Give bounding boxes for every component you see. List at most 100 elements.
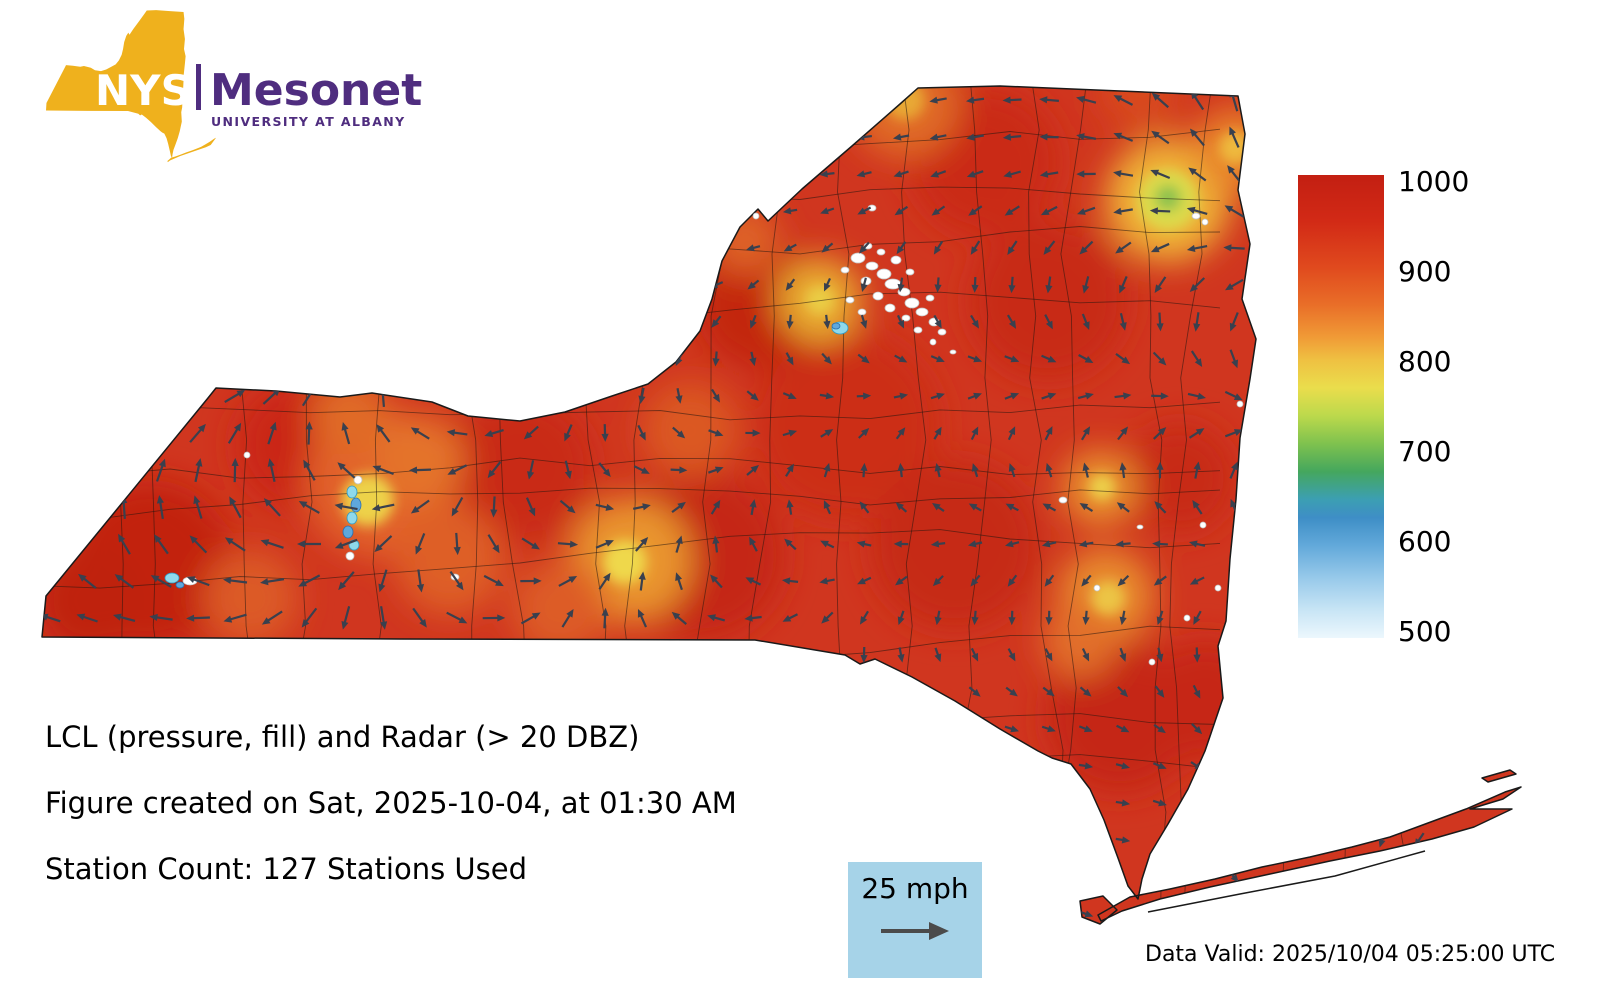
pressure-patch [642, 382, 738, 478]
wind-arrow [1077, 392, 1094, 400]
wind-arrow [1004, 355, 1020, 363]
wind-arrow [1115, 352, 1131, 365]
county-line [42, 529, 1221, 589]
wind-arrow [559, 499, 576, 514]
wind-arrow [186, 576, 210, 587]
wind-arrow [527, 460, 535, 480]
wind-arrow [1040, 205, 1058, 216]
wind-arrow [1004, 205, 1020, 216]
wind-arrow [894, 354, 908, 363]
wind-arrow [670, 466, 688, 474]
wind-arrow [1153, 723, 1166, 734]
wind-arrow [112, 613, 136, 623]
wind-arrow [1152, 799, 1167, 807]
wind-arrow [447, 464, 468, 475]
wind-arrow [410, 427, 430, 440]
wind-arrow [564, 424, 573, 442]
wind-arrow [305, 421, 313, 445]
wind-arrow [1151, 92, 1170, 109]
wind-arrow [446, 611, 468, 624]
wind-arrow [1115, 241, 1132, 254]
wind-arrow [1229, 461, 1238, 479]
wind-arrow [1229, 349, 1239, 369]
wind-arrow [966, 133, 984, 141]
wind-arrow [261, 610, 283, 625]
wind-arrow [707, 466, 724, 474]
wind-arrow [749, 351, 757, 367]
wind-arrow [1153, 427, 1167, 440]
wind-arrow [1007, 426, 1016, 441]
radar-blob [175, 581, 185, 589]
wind-arrow [744, 614, 762, 622]
wind-arrow [782, 429, 798, 437]
wind-arrow [1117, 426, 1129, 441]
pressure-patch [512, 560, 608, 656]
radar-blob [1148, 658, 1156, 666]
wind-arrow [186, 614, 210, 622]
wind-arrow [1152, 351, 1167, 366]
wind-arrow [1190, 350, 1203, 367]
wind-arrow [633, 465, 650, 474]
wind-arrow [970, 240, 981, 255]
colorbar-tick-1000: 1000 [1398, 165, 1470, 198]
wind-arrow [338, 571, 355, 591]
wind-arrow [929, 96, 947, 104]
wind-arrow [1007, 240, 1018, 255]
wind-arrow [482, 614, 506, 622]
wind-arrow [675, 388, 683, 404]
wind-scale-legend: 25 mph [848, 862, 982, 978]
pressure-patch [1042, 602, 1118, 678]
wind-arrow [1041, 392, 1057, 400]
staten-island-outline [1079, 895, 1118, 925]
radar-blob [904, 297, 920, 309]
pressure-patch [375, 415, 465, 505]
wind-arrow [893, 392, 909, 400]
wind-arrow [860, 462, 868, 478]
wind-arrow [301, 607, 318, 628]
wind-arrow [487, 534, 500, 554]
wind-arrow [782, 207, 798, 215]
radar-blob [876, 248, 886, 256]
wind-arrow [223, 613, 247, 623]
wind-arrow [895, 427, 906, 440]
wind-arrow [896, 314, 905, 329]
radar-blob [164, 572, 180, 584]
wind-arrow [334, 538, 358, 549]
logo-subtitle: UNIVERSITY AT ALBANY [211, 114, 406, 129]
wind-arrow [746, 244, 761, 252]
wind-arrow [784, 538, 797, 551]
wind-arrow [1154, 685, 1165, 698]
wind-arrow [1081, 648, 1090, 662]
pressure-patch [750, 330, 940, 520]
wind-arrow [149, 613, 173, 622]
pressure-patch [202, 550, 298, 646]
pressure-patch [445, 393, 595, 543]
radar-blob [1199, 521, 1207, 529]
wind-arrow [893, 170, 909, 178]
wind-arrow [229, 496, 242, 519]
wind-arrow [897, 277, 905, 293]
wind-arrow [595, 540, 614, 549]
radar-blob [929, 338, 937, 346]
wind-arrow [637, 424, 646, 441]
wind-arrow [297, 540, 322, 548]
logo-divider [196, 64, 201, 110]
wind-arrow [970, 314, 980, 329]
wind-arrow [487, 461, 502, 479]
wind-arrow [856, 392, 872, 400]
wind-arrow [970, 574, 981, 587]
wind-arrow [1078, 725, 1093, 733]
wind-arrow [1189, 576, 1205, 585]
wind-arrow [820, 429, 834, 438]
wind-arrow [1044, 648, 1053, 662]
radar-blob [925, 294, 935, 302]
wind-arrow [895, 575, 908, 586]
wind-arrow [932, 575, 944, 587]
wind-arrow [1042, 503, 1057, 512]
logo-acronym: NYS [95, 66, 191, 115]
wind-arrow [1008, 276, 1016, 294]
wind-arrow [1003, 170, 1021, 178]
wind-arrow [1227, 165, 1242, 184]
wind-arrow [1002, 133, 1022, 141]
wind-arrow [785, 463, 795, 477]
